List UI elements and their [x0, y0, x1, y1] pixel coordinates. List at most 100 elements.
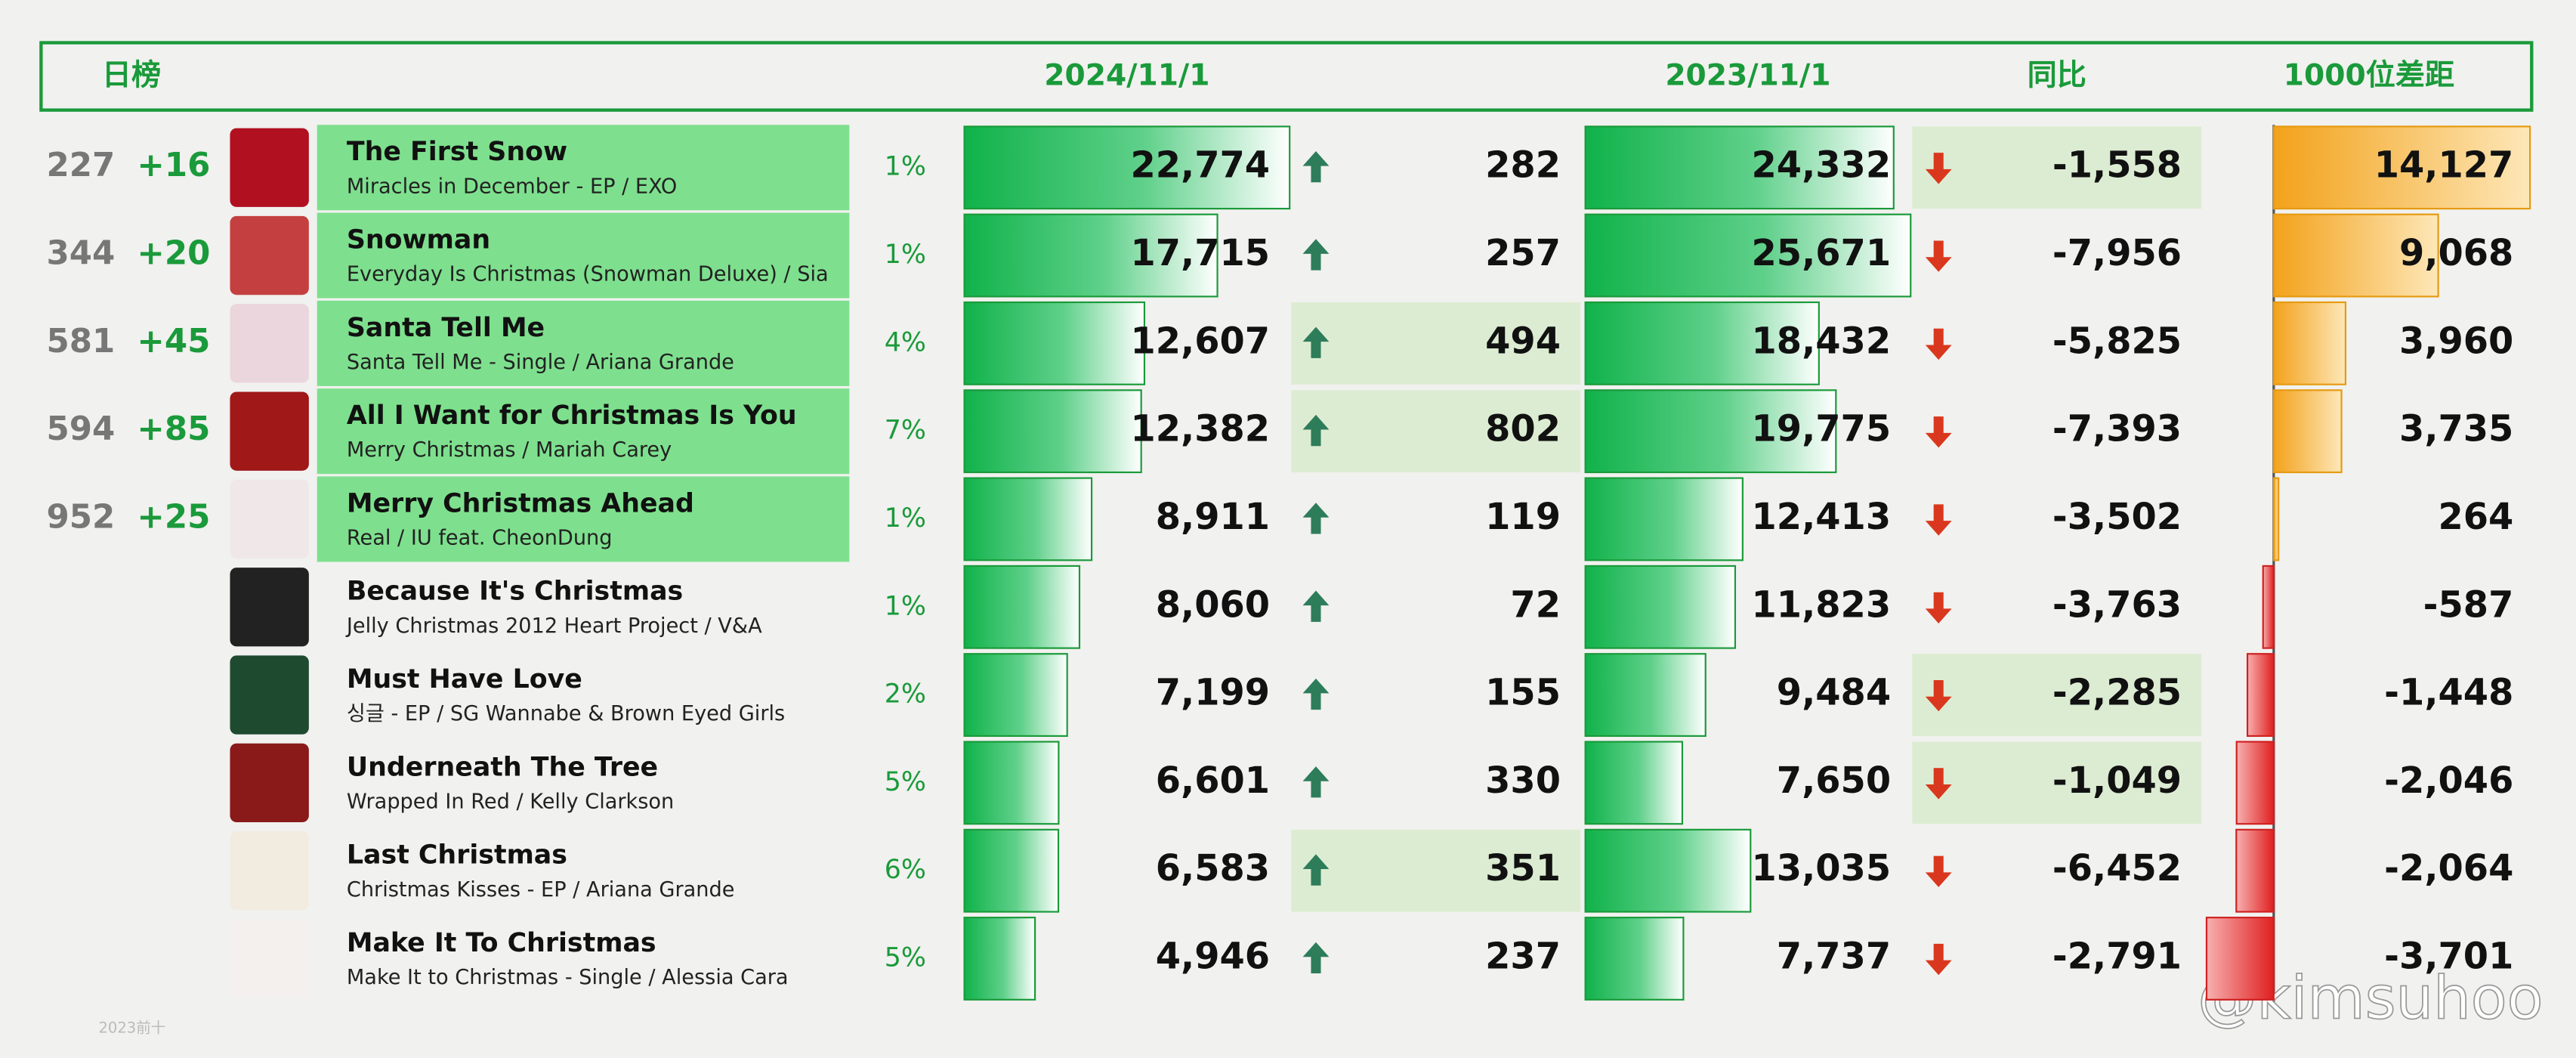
- rank-change: +25: [137, 498, 210, 536]
- share: 5%: [885, 767, 926, 797]
- gap-bar: [2272, 213, 2439, 298]
- song-subtitle: Miracles in December - EP / EXO: [347, 175, 677, 198]
- plays-2023: 7,650: [1777, 760, 1891, 802]
- plays-2023: 11,823: [1752, 584, 1892, 626]
- arrow-up: [1302, 414, 1330, 447]
- gap-bar: [2235, 741, 2275, 825]
- rank: 952: [46, 498, 115, 536]
- plays-2024: 6,601: [1156, 760, 1270, 802]
- share: 1%: [885, 591, 926, 621]
- song-subtitle: Christmas Kisses - EP / Ariana Grande: [347, 878, 735, 902]
- plays-2024: 4,946: [1156, 936, 1270, 977]
- song-title: Must Have Love: [347, 664, 582, 695]
- header-box: [39, 41, 2534, 112]
- highlight-cell: [1291, 829, 1581, 912]
- album-art: [230, 304, 309, 383]
- header-yoy: 同比: [2028, 59, 2086, 93]
- arrow-up: [1302, 151, 1330, 183]
- song-subtitle: Merry Christmas / Mariah Carey: [347, 438, 672, 462]
- highlight-cell: [1912, 126, 2202, 209]
- song-title: Because It's Christmas: [347, 577, 683, 607]
- gap: -2,046: [2384, 760, 2513, 802]
- delta: 155: [1485, 673, 1561, 714]
- bar-2023: [1584, 389, 1837, 474]
- plays-2023: 19,775: [1752, 409, 1892, 450]
- bar-2023: [1584, 565, 1737, 649]
- rank-change: +85: [137, 410, 210, 448]
- rank-change: +16: [137, 147, 210, 184]
- bar-2024: [963, 828, 1060, 913]
- bar-2023: [1584, 125, 1895, 210]
- song-title: All I Want for Christmas Is You: [347, 401, 797, 431]
- delta: 237: [1485, 936, 1561, 977]
- plays-2023: 9,484: [1777, 673, 1891, 714]
- gap-bar: [2262, 565, 2275, 649]
- song-title: Make It To Christmas: [347, 928, 656, 958]
- bar-2024: [963, 389, 1142, 474]
- album-art: [230, 128, 309, 207]
- gap-bar: [2272, 389, 2343, 474]
- arrow-up: [1302, 678, 1330, 710]
- rank: 227: [46, 147, 115, 184]
- gap-bar: [2205, 917, 2275, 1001]
- bar-2024: [963, 125, 1291, 210]
- arrow-down: [1925, 943, 1952, 976]
- share: 5%: [885, 942, 926, 973]
- song-subtitle: Santa Tell Me - Single / Ariana Grande: [347, 351, 734, 374]
- bar-2024: [963, 917, 1036, 1001]
- highlight-cell: [1291, 302, 1581, 385]
- gap-bar: [2246, 653, 2275, 737]
- yoy: -2,791: [2052, 936, 2182, 977]
- bar-2024: [963, 653, 1068, 737]
- gap: -1,448: [2384, 673, 2513, 714]
- gap: 3,735: [2399, 409, 2513, 450]
- bar-2023: [1584, 213, 1912, 298]
- plays-2023: 24,332: [1752, 145, 1892, 187]
- gap-bar: [2272, 301, 2347, 385]
- bar-2024: [963, 741, 1060, 825]
- yoy: -5,825: [2052, 320, 2182, 362]
- plays-2023: 7,737: [1777, 936, 1891, 977]
- arrow-down: [1925, 768, 1952, 800]
- arrow-down: [1925, 416, 1952, 448]
- arrow-up: [1302, 590, 1330, 622]
- song-title: Snowman: [347, 224, 490, 255]
- rank: 594: [46, 410, 115, 448]
- plays-2024: 17,715: [1130, 233, 1270, 274]
- highlight-cell: [1912, 741, 2202, 824]
- song-title: The First Snow: [347, 137, 567, 167]
- share: 2%: [885, 679, 926, 710]
- rank-change: +20: [137, 235, 210, 273]
- arrow-up: [1302, 942, 1330, 974]
- gap: 14,127: [2374, 145, 2514, 187]
- album-art: [230, 215, 309, 295]
- delta: 330: [1485, 760, 1561, 802]
- plays-2023: 13,035: [1752, 848, 1892, 889]
- title-bg: [317, 125, 850, 211]
- title-bg: [317, 300, 850, 386]
- song-subtitle: Everyday Is Christmas (Snowman Deluxe) /…: [347, 263, 829, 286]
- arrow-down: [1925, 855, 1952, 887]
- plays-2024: 8,911: [1156, 497, 1270, 538]
- yoy: -7,393: [2052, 409, 2182, 450]
- plays-2024: 12,382: [1130, 409, 1270, 450]
- yoy: -1,558: [2052, 145, 2182, 187]
- delta: 257: [1485, 233, 1561, 274]
- arrow-up: [1302, 326, 1330, 358]
- plays-2023: 25,671: [1752, 233, 1892, 274]
- gap-bar: [2272, 125, 2531, 210]
- highlight-cell: [1912, 654, 2202, 736]
- header-gap: 1000位差距: [2284, 59, 2454, 93]
- arrow-down: [1925, 680, 1952, 712]
- delta: 494: [1485, 320, 1561, 362]
- bar-2024: [963, 301, 1146, 385]
- song-title: Underneath The Tree: [347, 752, 658, 782]
- song-subtitle: Real / IU feat. CheonDung: [347, 527, 613, 550]
- song-title: Last Christmas: [347, 840, 567, 871]
- gap: 3,960: [2399, 320, 2513, 362]
- share: 4%: [885, 327, 926, 357]
- title-bg: [317, 388, 850, 475]
- song-subtitle: Make It to Christmas - Single / Alessia …: [347, 966, 789, 989]
